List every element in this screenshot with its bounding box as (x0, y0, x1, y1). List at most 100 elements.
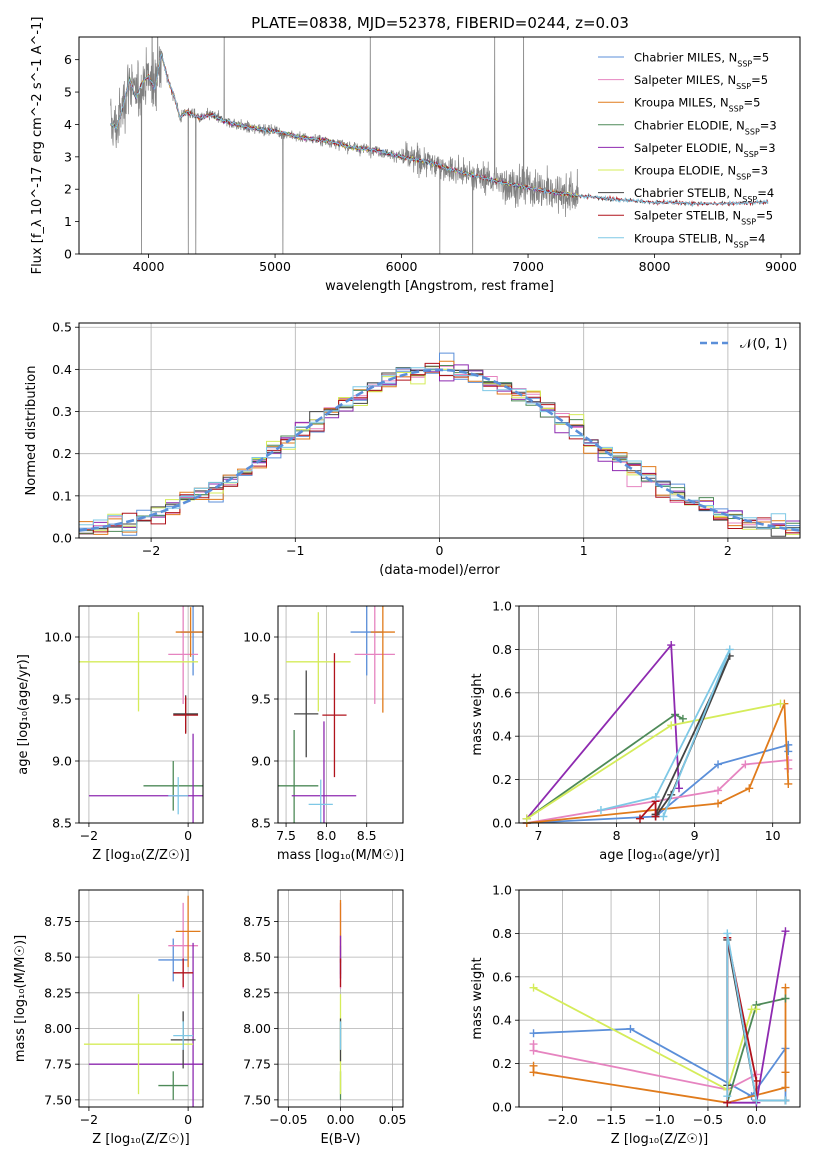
y-tick-label: 7.50 (44, 1092, 72, 1107)
x-tick-label: −2 (142, 543, 160, 558)
model-kroupa-miles (110, 53, 579, 198)
model-kroupa-stelib (110, 52, 769, 207)
y-tick-label: 9.5 (52, 692, 72, 707)
x-tick-label: 0 (436, 543, 444, 558)
y-tick-label: 10.0 (243, 630, 271, 645)
y-tick-label: 0.5 (52, 320, 72, 335)
legend-entry: Salpeter MILES, NSSP=5 (634, 73, 768, 91)
legend-entry: Salpeter STELIB, NSSP=5 (634, 209, 773, 227)
weight-marker (667, 721, 676, 730)
x-tick-label: −1 (286, 543, 304, 558)
y-tick-label: 8.50 (44, 950, 72, 965)
y-tick-label: 6 (64, 52, 72, 67)
model-salpeter-elodie (110, 53, 579, 197)
weight-series-kroupa-stelib (596, 645, 734, 821)
weight-line (533, 986, 757, 1091)
model-kroupa-elodie (110, 52, 579, 198)
y-tick-label: 8.75 (243, 914, 271, 929)
y-tick-label: 8.50 (243, 950, 271, 965)
x-axis-label: age [log₁₀(age/yr)] (599, 848, 720, 863)
y-tick-label: 0.6 (492, 969, 512, 984)
y-tick-label: 1 (64, 214, 72, 229)
y-tick-label: 0.2 (52, 446, 72, 461)
panel-spectrum: 4000 5000 6000 7000 8000 9000 0 1 2 3 4 5 6 wavelengt… (30, 17, 801, 294)
legend-entry: Chabrier MILES, NSSP=5 (634, 51, 769, 69)
legend-entry: Kroupa STELIB, NSSP=4 (634, 231, 765, 249)
x-tick-label: 8000 (639, 259, 671, 274)
weight-marker (529, 1046, 538, 1055)
y-tick-label: 8.25 (243, 985, 271, 1000)
x-tick-label: 9 (691, 828, 699, 843)
errorbar-salpeter-stelib (173, 696, 199, 734)
legend: 𝒩(0, 1) (700, 337, 787, 352)
weight-line (600, 648, 731, 817)
errorbar-kroupa-miles (370, 606, 395, 713)
x-axis-label: Z [log₁₀(Z/Z☉)] (92, 848, 189, 863)
x-tick-label: 0 (184, 1112, 192, 1127)
observed-spectrum (110, 37, 579, 254)
errorbar-salpeter-miles (168, 606, 199, 704)
weight-marker (745, 784, 754, 793)
model-salpeter-miles (110, 54, 579, 197)
weight-lines (522, 641, 793, 827)
x-tick-label: −1.0 (644, 1112, 674, 1127)
weight-lines (529, 927, 790, 1107)
y-tick-label: 0.3 (52, 404, 72, 419)
weight-marker (635, 814, 644, 823)
weight-marker (784, 747, 793, 756)
y-tick-label: 0.0 (492, 816, 512, 831)
x-tick-label: 0.05 (379, 1112, 407, 1127)
x-tick-label: −2 (80, 828, 98, 843)
errorbar-chabrier-elodie (278, 730, 319, 823)
weight-marker (651, 812, 660, 821)
x-tick-label: 7000 (512, 259, 544, 274)
errorbar-kroupa-stelib (168, 777, 189, 815)
weight-line (526, 642, 680, 820)
weight-marker (725, 645, 734, 654)
y-tick-label: 9.5 (251, 692, 271, 707)
y-tick-label: 1.0 (492, 883, 512, 898)
axes-frame (78, 889, 204, 1108)
weight-marker (651, 792, 660, 801)
x-tick-label: 8 (613, 828, 621, 843)
legend-entry: Chabrier STELIB, NSSP=4 (634, 186, 774, 204)
weight-marker (714, 786, 723, 795)
x-axis-label: Z [log₁₀(Z/Z☉)] (92, 1132, 189, 1147)
y-tick-label: 0.0 (492, 1100, 512, 1115)
weight-marker (741, 760, 750, 769)
y-tick-label: 0.0 (52, 531, 72, 546)
figure-title: PLATE=0838, MJD=52378, FIBERID=0244, z=0… (251, 14, 629, 32)
weight-marker (781, 983, 790, 992)
axes-frame (518, 889, 801, 1108)
y-tick-label: 8.75 (44, 914, 72, 929)
y-tick-label: 0.4 (52, 362, 72, 377)
x-tick-label: −2.0 (547, 1112, 577, 1127)
errorbar-salpeter-elodie (88, 942, 203, 1107)
errorbar-kroupa-elodie (286, 612, 351, 712)
weight-line (726, 933, 786, 1102)
y-tick-label: 8.00 (44, 1021, 72, 1036)
y-tick-label: 7.75 (44, 1057, 72, 1072)
x-axis-label: E(B-V) (320, 1132, 360, 1147)
errorbar-salpeter-elodie (88, 733, 203, 823)
legend-entry: Kroupa ELODIE, NSSP=3 (634, 164, 768, 182)
y-axis-label: Flux [f_λ 10^-17 erg cm^-2 s^-1 A^-1] (30, 17, 45, 275)
y-tick-label: 0.4 (492, 1013, 512, 1028)
y-tick-label: 4 (64, 117, 72, 132)
x-axis-label: (data-model)/error (379, 563, 500, 578)
weight-marker (723, 929, 732, 938)
weight-marker (781, 1096, 790, 1105)
weight-marker (752, 1005, 761, 1014)
axes-frame (277, 605, 404, 824)
x-tick-label: 4000 (133, 259, 165, 274)
weight-marker (529, 1029, 538, 1038)
x-tick-label: 5000 (259, 259, 291, 274)
model-chabrier-miles (110, 54, 579, 198)
weight-marker (529, 983, 538, 992)
panel-age_vs_Z: −2 0 8.5 9.0 9.5 10.0 Z [log₁₀(Z/Z☉)] age [log₁… (16, 605, 204, 863)
errorbars (83, 895, 203, 1107)
spectrum-lines (110, 37, 769, 254)
y-tick-label: 9.0 (52, 754, 72, 769)
x-tick-label: 8.5 (357, 828, 377, 843)
y-tick-label: 1.0 (492, 599, 512, 614)
